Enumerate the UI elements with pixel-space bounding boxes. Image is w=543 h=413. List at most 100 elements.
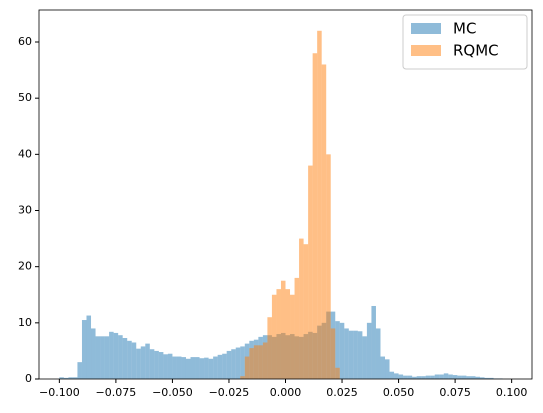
bar [394, 373, 399, 379]
bar [131, 342, 137, 379]
bar [253, 345, 259, 379]
y-tick-label: 60 [18, 35, 32, 48]
bar [195, 357, 200, 379]
x-tick-label: 0.050 [383, 386, 415, 399]
legend-swatch [411, 23, 441, 34]
bar [104, 336, 110, 379]
bar [86, 315, 92, 379]
bar [380, 356, 386, 379]
bar [461, 375, 467, 379]
bar [466, 376, 471, 379]
bar [412, 376, 417, 379]
bar [118, 335, 123, 379]
x-tick-label: 0.075 [439, 386, 471, 399]
bar [231, 349, 236, 379]
bar [326, 154, 331, 379]
bar [271, 294, 277, 379]
bar [434, 374, 440, 379]
bar [158, 352, 164, 379]
bar [479, 377, 485, 379]
bar [213, 356, 218, 379]
bar [398, 374, 404, 379]
bar [100, 336, 105, 379]
bar [190, 357, 196, 379]
x-tick-label: 0.100 [496, 386, 528, 399]
plot-frame [38, 9, 533, 380]
bar [176, 356, 182, 379]
x-tick-label: −0.050 [152, 386, 193, 399]
bar [136, 348, 141, 379]
bar [407, 375, 413, 379]
y-tick-label: 20 [18, 260, 32, 273]
legend-label: MC [453, 20, 476, 38]
bar [389, 371, 395, 379]
bar [303, 244, 309, 379]
bar [330, 328, 336, 379]
bar [113, 332, 119, 379]
bar [77, 362, 82, 379]
bar [348, 330, 354, 379]
y-tick-label: 50 [18, 91, 32, 104]
bar [457, 375, 462, 379]
bar [375, 328, 381, 379]
bar [489, 377, 494, 379]
bar [235, 347, 241, 379]
bar [199, 358, 205, 379]
bar [172, 356, 177, 379]
x-tick-label: −0.025 [209, 386, 250, 399]
bar [425, 375, 431, 379]
bar [294, 277, 300, 379]
bar [362, 336, 367, 379]
y-tick-label: 0 [25, 372, 32, 385]
bar [140, 346, 146, 379]
bar [366, 322, 372, 379]
bar [244, 356, 250, 379]
bar [452, 375, 458, 379]
y-tick-label: 40 [18, 147, 32, 160]
bar [72, 377, 78, 379]
bar [95, 336, 101, 379]
bar [249, 348, 254, 379]
bar [470, 376, 476, 379]
bar [484, 377, 490, 379]
bar [149, 349, 155, 379]
bar [321, 64, 327, 379]
bar [308, 165, 313, 379]
bar [353, 330, 358, 379]
bar [385, 359, 390, 379]
bar [475, 376, 480, 379]
bar [59, 377, 64, 379]
bar [109, 331, 114, 379]
bar [443, 373, 449, 379]
bar [217, 354, 223, 379]
legend: MC RQMC [402, 14, 528, 70]
bar [267, 317, 272, 379]
legend-label: RQMC [453, 42, 499, 60]
bar [181, 357, 186, 379]
x-tick-label: −0.075 [96, 386, 137, 399]
x-tick-label: −0.100 [39, 386, 80, 399]
bar [416, 376, 422, 379]
bar [63, 377, 69, 379]
bar [222, 353, 227, 379]
bar [258, 345, 263, 379]
legend-swatch [411, 45, 441, 56]
bar [430, 375, 435, 379]
bar [317, 30, 322, 379]
bar [299, 238, 304, 379]
bar [68, 377, 73, 379]
bar [163, 354, 168, 379]
bar [371, 305, 376, 379]
bar [91, 328, 96, 379]
bar [167, 353, 173, 379]
bar [276, 289, 281, 379]
x-tick-label: 0.000 [270, 386, 302, 399]
bar [339, 322, 345, 379]
bar [280, 280, 286, 379]
bar [357, 331, 363, 379]
bar [122, 338, 128, 379]
bar [127, 340, 132, 379]
bar [290, 294, 295, 379]
